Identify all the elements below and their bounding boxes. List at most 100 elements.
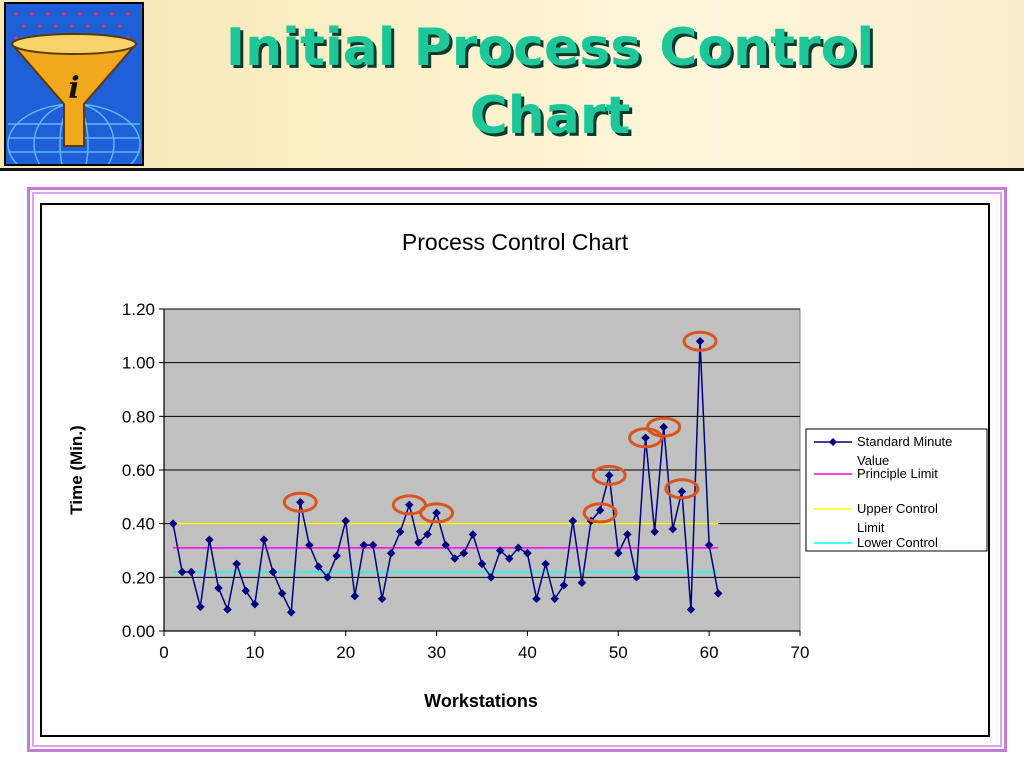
data-point [604,471,614,480]
highlight-circle [682,330,718,352]
data-point [241,586,251,596]
x-tick-label: 20 [336,643,355,662]
data-point [386,548,396,558]
slide-title-line-1: Initial Process Control [225,18,875,78]
data-point [377,594,387,604]
data-point [286,607,296,617]
legend-label: Standard Minute [857,434,952,449]
data-point [395,527,405,537]
y-tick-label: 1.00 [122,354,155,373]
data-point [713,589,723,598]
data-point [532,594,541,604]
funnel-info-globe-icon: i [4,2,144,166]
data-point [414,538,423,547]
data-point [295,497,305,507]
y-tick-label: 1.20 [122,300,155,319]
legend-label: Upper Control [857,501,938,516]
data-point [450,554,460,563]
data-point [704,540,714,550]
highlight-circle [582,502,618,524]
data-point [423,530,432,539]
slide-header [0,0,1024,168]
data-point [195,602,205,612]
chart-frame-inner [32,192,1002,747]
data-point [332,551,341,561]
data-point [214,583,223,593]
y-axis-label: Time (Min.) [67,425,86,514]
highlight-circle [282,491,318,513]
data-point [641,433,650,443]
slide-title: Initial Process Control Chart [150,14,950,150]
y-tick-label: 0.80 [122,407,155,426]
data-point [404,500,414,510]
svg-text:i: i [68,71,79,106]
y-tick-label: 0.60 [122,461,155,480]
highlight-circle [419,502,455,524]
data-point [250,599,260,609]
data-point [550,594,560,604]
data-point [468,530,478,539]
highlight-circle [646,416,682,438]
data-point [277,589,287,598]
data-point [223,605,232,614]
y-tick-label: 0.20 [122,568,155,587]
data-point [595,505,605,515]
data-point [168,519,178,529]
chart-title: Process Control Chart [402,229,629,255]
data-point [459,548,469,558]
data-point [695,336,705,346]
y-tick-label: 0.00 [122,622,155,641]
legend-label: Lower Control [857,535,938,550]
highlight-circle [628,427,664,449]
data-point [177,567,187,577]
data-point [686,605,696,614]
data-point [350,591,360,601]
data-point [541,559,550,569]
data-point [632,572,641,582]
highlight-circle [591,464,627,486]
legend-label: Principle Limit [857,466,938,481]
x-tick-label: 50 [609,643,628,662]
legend-label-cont: Limit [857,520,885,535]
slide-title-line-2: Chart [469,86,631,146]
data-point [323,572,332,582]
data-point [577,578,587,588]
data-point [668,524,678,534]
data-point [341,516,351,526]
x-tick-label: 30 [427,643,446,662]
x-tick-label: 40 [518,643,537,662]
data-point [650,527,659,537]
data-point [613,548,623,558]
data-point [205,535,214,545]
legend-label-cont: Value [857,453,889,468]
data-point [305,540,314,550]
legend-box [805,428,988,552]
data-point [477,559,487,569]
data-point [495,546,505,555]
data-point [568,516,578,526]
header-divider [0,168,1024,171]
data-point [368,540,378,550]
data-point [659,422,669,432]
data-point [314,562,323,571]
x-tick-label: 70 [791,643,810,662]
data-point [359,540,369,550]
x-tick-label: 10 [245,643,264,662]
x-tick-label: 0 [159,643,168,662]
data-point [523,548,532,558]
y-tick-label: 0.40 [122,515,155,534]
data-point [259,535,269,545]
data-point [504,554,514,563]
data-point [513,543,523,553]
data-point [559,581,569,590]
data-point [486,572,496,582]
data-point [186,567,196,577]
data-point [232,559,242,569]
data-point [677,487,687,496]
data-point [432,508,441,518]
data-point [441,540,451,550]
data-point [623,530,632,539]
x-axis-label: Workstations [424,691,538,711]
